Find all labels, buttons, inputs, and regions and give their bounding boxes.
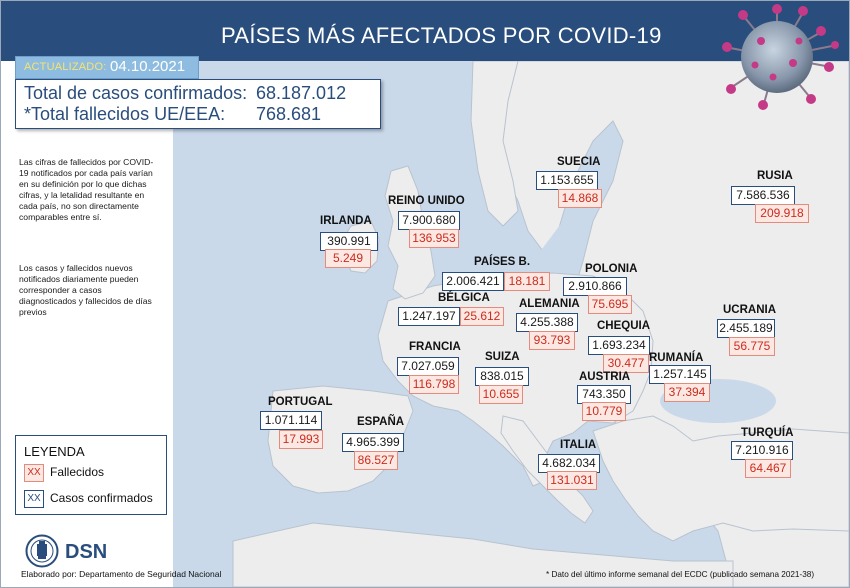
cases-polonia: 2.910.866 (563, 277, 627, 296)
note-daily-reporting: Los casos y fallecidos nuevos notificado… (19, 263, 152, 317)
confirmed-label: Total de casos confirmados: (24, 83, 248, 103)
cases-ucrania: 2.455.189 (717, 319, 775, 338)
cases-suiza: 838.015 (475, 367, 529, 386)
baltic-sea (533, 221, 573, 271)
cases-italia: 4.682.034 (538, 454, 600, 473)
country-label-alemania: ALEMANIA (519, 298, 580, 310)
legend-cases-label: Casos confirmados (50, 491, 153, 505)
updated-badge: ACTUALIZADO: 04.10.2021 (15, 56, 199, 79)
cases-reino-unido: 7.900.680 (398, 211, 460, 230)
cases-francia: 7.027.059 (397, 357, 459, 376)
deaths-austria: 10.779 (582, 402, 626, 421)
source-note: * Dato del último informe semanal del EC… (546, 570, 815, 579)
country-label-belgica: BÉLGICA (438, 292, 490, 304)
country-label-irlanda: IRLANDA (320, 215, 372, 227)
cases-suecia: 1.153.655 (536, 171, 598, 190)
legend-deaths-swatch: XX (24, 464, 44, 482)
country-label-ucrania: UCRANIA (723, 304, 777, 316)
deaths-irlanda: 5.249 (325, 249, 371, 268)
country-label-paises-bajos: PAÍSES B. (474, 256, 531, 268)
cases-paises-bajos: 2.006.421 (442, 272, 504, 291)
confirmed-value: 68.187.012 (256, 83, 347, 103)
updated-date: 04.10.2021 (110, 58, 186, 75)
page-title: PAÍSES MÁS AFECTADOS POR COVID-19 (221, 23, 662, 48)
deaths-chequia: 30.477 (603, 354, 649, 373)
dsn-logo-text: DSN (65, 541, 108, 563)
legend: LEYENDA XX Fallecidos XX Casos confirmad… (15, 435, 167, 515)
cases-rumania: 1.257.145 (649, 365, 711, 384)
country-label-turquia: TURQUÍA (741, 427, 794, 439)
deaths-rusia: 209.918 (755, 204, 809, 223)
country-label-reino-unido: REINO UNIDO (388, 195, 465, 207)
cases-rusia: 7.586.536 (731, 186, 795, 205)
cases-turquia: 7.210.916 (731, 441, 793, 460)
deaths-label: *Total fallecidos UE/EEA: (24, 104, 226, 124)
country-label-suiza: SUIZA (485, 351, 520, 363)
country-label-suecia: SUECIA (557, 156, 601, 168)
country-label-austria: AUSTRIA (579, 371, 631, 383)
deaths-alemania: 93.793 (529, 331, 575, 350)
deaths-suecia: 14.868 (558, 189, 602, 208)
totals-box: Total de casos confirmados: 68.187.012 *… (15, 79, 381, 129)
cases-chequia: 1.693.234 (588, 336, 650, 355)
cases-espana: 4.965.399 (342, 433, 404, 452)
deaths-rumania: 37.394 (664, 383, 710, 402)
deaths-paises-bajos: 18.181 (504, 272, 550, 291)
country-label-rumania: RUMANÍA (649, 352, 704, 364)
norway (470, 60, 519, 227)
legend-deaths-label: Fallecidos (50, 465, 105, 479)
country-label-espana: ESPAÑA (357, 416, 405, 428)
north-africa (232, 522, 734, 587)
deaths-francia: 116.798 (409, 375, 459, 394)
country-label-francia: FRANCIA (409, 341, 461, 353)
country-label-portugal: PORTUGAL (268, 396, 333, 408)
legend-title: LEYENDA (24, 444, 85, 459)
header-bar: PAÍSES MÁS AFECTADOS POR COVID-19 (1, 1, 849, 61)
cases-belgica: 1.247.197 (398, 307, 460, 326)
country-label-polonia: POLONIA (585, 263, 638, 275)
cases-alemania: 4.255.388 (516, 313, 578, 332)
deaths-espana: 86.527 (354, 451, 398, 470)
dsn-crest-icon (25, 534, 59, 568)
credit-text: Elaborado por: Departamento de Seguridad… (21, 569, 222, 579)
deaths-turquia: 64.467 (745, 459, 791, 478)
deaths-reino-unido: 136.953 (409, 229, 459, 248)
deaths-belgica: 25.612 (460, 307, 504, 326)
deaths-portugal: 17.993 (279, 430, 323, 449)
deaths-italia: 131.031 (547, 471, 597, 490)
cases-portugal: 1.071.114 (260, 411, 322, 430)
deaths-polonia: 75.695 (588, 295, 632, 314)
deaths-suiza: 10.655 (479, 385, 523, 404)
country-label-rusia: RUSIA (757, 170, 793, 182)
deaths-ucrania: 56.775 (729, 337, 775, 356)
note-death-definitions: Las cifras de fallecidos por COVID-19 no… (19, 157, 154, 222)
coronavirus-icon (722, 4, 839, 110)
country-label-chequia: CHEQUIA (597, 320, 651, 332)
updated-label: ACTUALIZADO: (24, 61, 107, 73)
legend-cases-swatch: XX (24, 490, 44, 508)
deaths-value: 768.681 (256, 104, 322, 124)
country-label-italia: ITALIA (560, 439, 597, 451)
